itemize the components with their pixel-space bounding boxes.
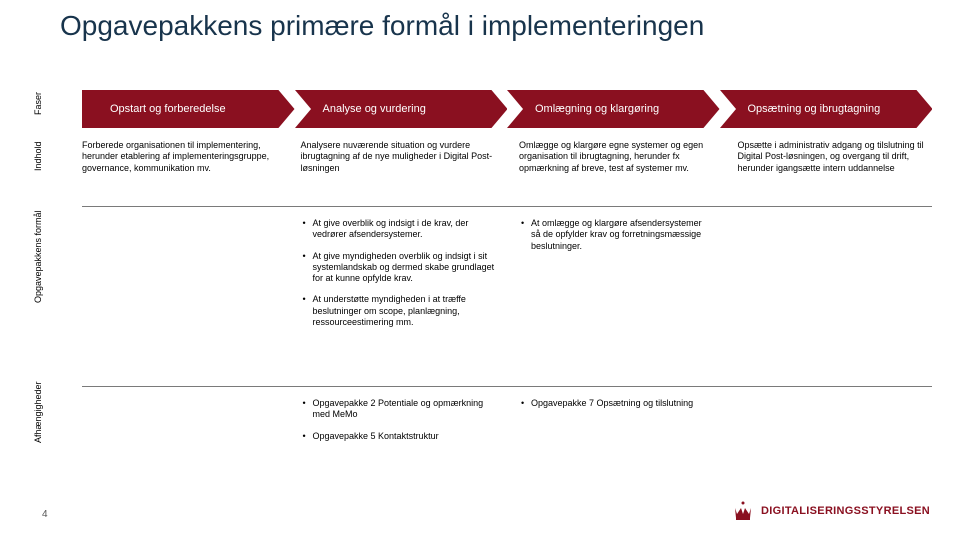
divider-2 — [82, 386, 932, 387]
bullet-text: Opgavepakke 5 Kontaktstruktur — [313, 431, 439, 442]
list-item: •At give myndigheden overblik og indsigt… — [301, 251, 496, 285]
formaal-cell-1 — [82, 218, 277, 338]
list-item: •At understøtte myndigheden i at træffe … — [301, 294, 496, 328]
list-item: •Opgavepakke 5 Kontaktstruktur — [301, 431, 496, 442]
row-label-deps: Afhængigheder — [33, 427, 43, 443]
page-title: Opgavepakkens primære formål i implement… — [60, 10, 704, 42]
footer-logo: DIGITALISERINGSSTYRELSEN — [731, 500, 930, 522]
formaal-cell-3: •At omlægge og klargøre afsendersystemer… — [519, 218, 714, 338]
row-label-formaal: Opgavepakkens formål — [33, 287, 43, 303]
phase-2: Analyse og vurdering — [295, 90, 508, 128]
footer-brand-text: DIGITALISERINGSSTYRELSEN — [761, 505, 930, 517]
phase-label: Analyse og vurdering — [323, 103, 426, 115]
phase-label: Omlægning og klargøring — [535, 103, 659, 115]
divider-1 — [82, 206, 932, 207]
bullet-text: At understøtte myndigheden i at træffe b… — [313, 294, 496, 328]
indhold-cell-2: Analysere nuværende situation og vurdere… — [301, 140, 496, 174]
deps-cell-3: •Opgavepakke 7 Opsætning og tilslutning — [519, 398, 714, 452]
indhold-cell-4: Opsætte i administrativ adgang og tilslu… — [738, 140, 933, 174]
bullet-text: At give myndigheden overblik og indsigt … — [313, 251, 496, 285]
list-item: •At give overblik og indsigt i de krav, … — [301, 218, 496, 241]
bullet-text: Opgavepakke 2 Potentiale og opmærkning m… — [313, 398, 496, 421]
bullet-text: Opgavepakke 7 Opsætning og tilslutning — [531, 398, 693, 409]
formaal-cell-4 — [738, 218, 933, 338]
bullet-text: At omlægge og klargøre afsendersystemer … — [531, 218, 714, 252]
phase-1: Opstart og forberedelse — [82, 90, 295, 128]
indhold-row: Forberede organisationen til implementer… — [82, 140, 932, 174]
indhold-cell-3: Omlægge og klargøre egne systemer og ege… — [519, 140, 714, 174]
phase-label: Opsætning og ibrugtagning — [748, 103, 881, 115]
deps-row: •Opgavepakke 2 Potentiale og opmærkning … — [82, 398, 932, 452]
row-label-indhold: Indhold — [33, 155, 43, 171]
page-number: 4 — [42, 509, 48, 520]
formaal-cell-2: •At give overblik og indsigt i de krav, … — [301, 218, 496, 338]
list-item: •At omlægge og klargøre afsendersystemer… — [519, 218, 714, 252]
crown-icon — [731, 500, 755, 522]
row-label-faser: Faser — [33, 99, 43, 115]
phase-label: Opstart og forberedelse — [110, 103, 226, 115]
deps-cell-1 — [82, 398, 277, 452]
phase-3: Omlægning og klargøring — [507, 90, 720, 128]
phase-4: Opsætning og ibrugtagning — [720, 90, 933, 128]
bullet-text: At give overblik og indsigt i de krav, d… — [313, 218, 496, 241]
formaal-row: •At give overblik og indsigt i de krav, … — [82, 218, 932, 338]
list-item: •Opgavepakke 7 Opsætning og tilslutning — [519, 398, 714, 409]
deps-cell-4 — [738, 398, 933, 452]
indhold-cell-1: Forberede organisationen til implementer… — [82, 140, 277, 174]
list-item: •Opgavepakke 2 Potentiale og opmærkning … — [301, 398, 496, 421]
phases-row: Opstart og forberedelse Analyse og vurde… — [82, 90, 932, 128]
deps-cell-2: •Opgavepakke 2 Potentiale og opmærkning … — [301, 398, 496, 452]
